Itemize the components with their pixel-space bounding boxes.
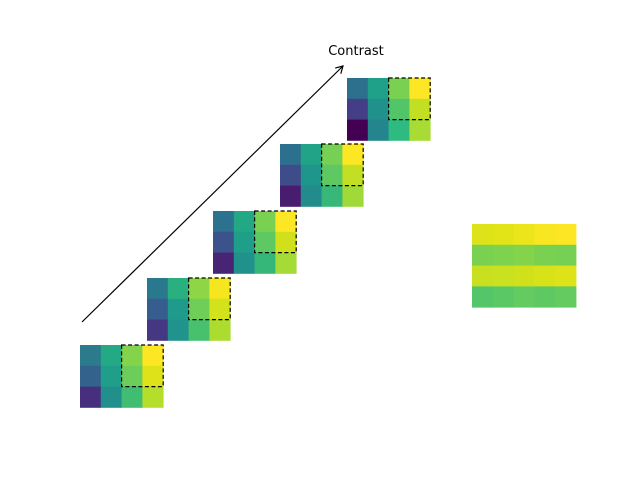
- matrix-4: [280, 143, 364, 207]
- matrix-cell: [300, 164, 322, 186]
- matrix-cell: [142, 345, 164, 367]
- matrix-cell: [254, 252, 276, 274]
- matrix-cell: [233, 252, 255, 274]
- matrix-cell: [80, 365, 102, 387]
- matrix-cell: [142, 365, 164, 387]
- matrix-2: [147, 277, 231, 341]
- arrow-label: Contrast: [328, 44, 384, 59]
- matrix-cell: [142, 386, 164, 408]
- side-panel-cell: [492, 224, 514, 246]
- matrix-cell: [121, 345, 143, 367]
- matrix-cell: [147, 278, 169, 300]
- side-panel-heatmap: [472, 224, 577, 308]
- matrix-cell: [342, 144, 364, 166]
- side-panel-cell: [555, 244, 577, 266]
- side-panel-cell: [472, 244, 494, 266]
- highlight-box: [120, 344, 164, 388]
- matrix-cell: [275, 231, 297, 253]
- matrix-cell: [342, 185, 364, 207]
- side-panel-cell: [555, 224, 577, 246]
- side-panel-cell: [534, 286, 556, 308]
- matrix-cell: [100, 365, 122, 387]
- matrix-cell: [213, 231, 235, 253]
- matrix-cell: [347, 119, 369, 141]
- matrix-cell: [188, 278, 210, 300]
- side-panel-cell: [534, 224, 556, 246]
- side-panel-cell: [513, 224, 535, 246]
- matrix-cell: [100, 386, 122, 408]
- matrix-cell: [280, 144, 302, 166]
- side-panel-cell: [555, 286, 577, 308]
- matrix-cell: [280, 164, 302, 186]
- matrix-cell: [213, 252, 235, 274]
- side-panel-cell: [492, 286, 514, 308]
- matrix-3: [213, 210, 297, 274]
- side-panel-cell: [513, 244, 535, 266]
- matrix-cell: [388, 98, 410, 120]
- matrix-cell: [209, 278, 231, 300]
- side-panel-cell: [513, 265, 535, 287]
- side-panel-cell: [534, 265, 556, 287]
- matrix-cell: [321, 144, 343, 166]
- matrix-cell: [347, 98, 369, 120]
- matrix-cell: [367, 119, 389, 141]
- matrix-cell: [188, 319, 210, 341]
- matrix-cell: [321, 164, 343, 186]
- matrix-cell: [321, 185, 343, 207]
- matrix-cell: [80, 345, 102, 367]
- matrix-cell: [254, 231, 276, 253]
- matrix-cell: [167, 319, 189, 341]
- matrix-cell: [100, 345, 122, 367]
- side-panel-cell: [492, 244, 514, 266]
- matrix-cell: [233, 231, 255, 253]
- highlight-box: [254, 210, 297, 254]
- matrix-cell: [409, 119, 431, 141]
- matrix-cell: [233, 211, 255, 233]
- matrix-cell: [342, 164, 364, 186]
- highlight-box: [321, 143, 364, 187]
- matrix-cell: [147, 298, 169, 320]
- matrix-cell: [167, 298, 189, 320]
- matrix-5: [347, 77, 431, 141]
- matrix-cell: [188, 298, 210, 320]
- matrix-cell: [209, 319, 231, 341]
- side-panel-cell: [513, 286, 535, 308]
- matrix-cell: [347, 78, 369, 100]
- matrix-cell: [147, 319, 169, 341]
- matrix-cell: [213, 211, 235, 233]
- matrix-cell: [300, 144, 322, 166]
- side-panel-cell: [492, 265, 514, 287]
- side-panel-cell: [472, 224, 494, 246]
- matrix-cell: [367, 98, 389, 120]
- matrix-cell: [388, 78, 410, 100]
- matrix-cell: [80, 386, 102, 408]
- matrix-cell: [121, 386, 143, 408]
- matrix-1: [80, 344, 164, 408]
- matrix-cell: [280, 185, 302, 207]
- matrix-cell: [209, 298, 231, 320]
- matrix-cell: [388, 119, 410, 141]
- matrix-cell: [275, 211, 297, 233]
- matrix-cell: [254, 211, 276, 233]
- matrix-cell: [121, 365, 143, 387]
- contrast-arrow: [81, 65, 344, 323]
- matrix-cell: [367, 78, 389, 100]
- side-panel-cell: [534, 244, 556, 266]
- matrix-stack: [80, 77, 431, 408]
- matrix-cell: [409, 98, 431, 120]
- matrix-cell: [167, 278, 189, 300]
- matrix-cell: [275, 252, 297, 274]
- side-panel-cell: [472, 265, 494, 287]
- highlight-box: [388, 77, 431, 121]
- side-panel-cell: [472, 286, 494, 308]
- highlight-box: [188, 277, 231, 321]
- matrix-cell: [409, 78, 431, 100]
- matrix-cell: [300, 185, 322, 207]
- side-panel-cell: [555, 265, 577, 287]
